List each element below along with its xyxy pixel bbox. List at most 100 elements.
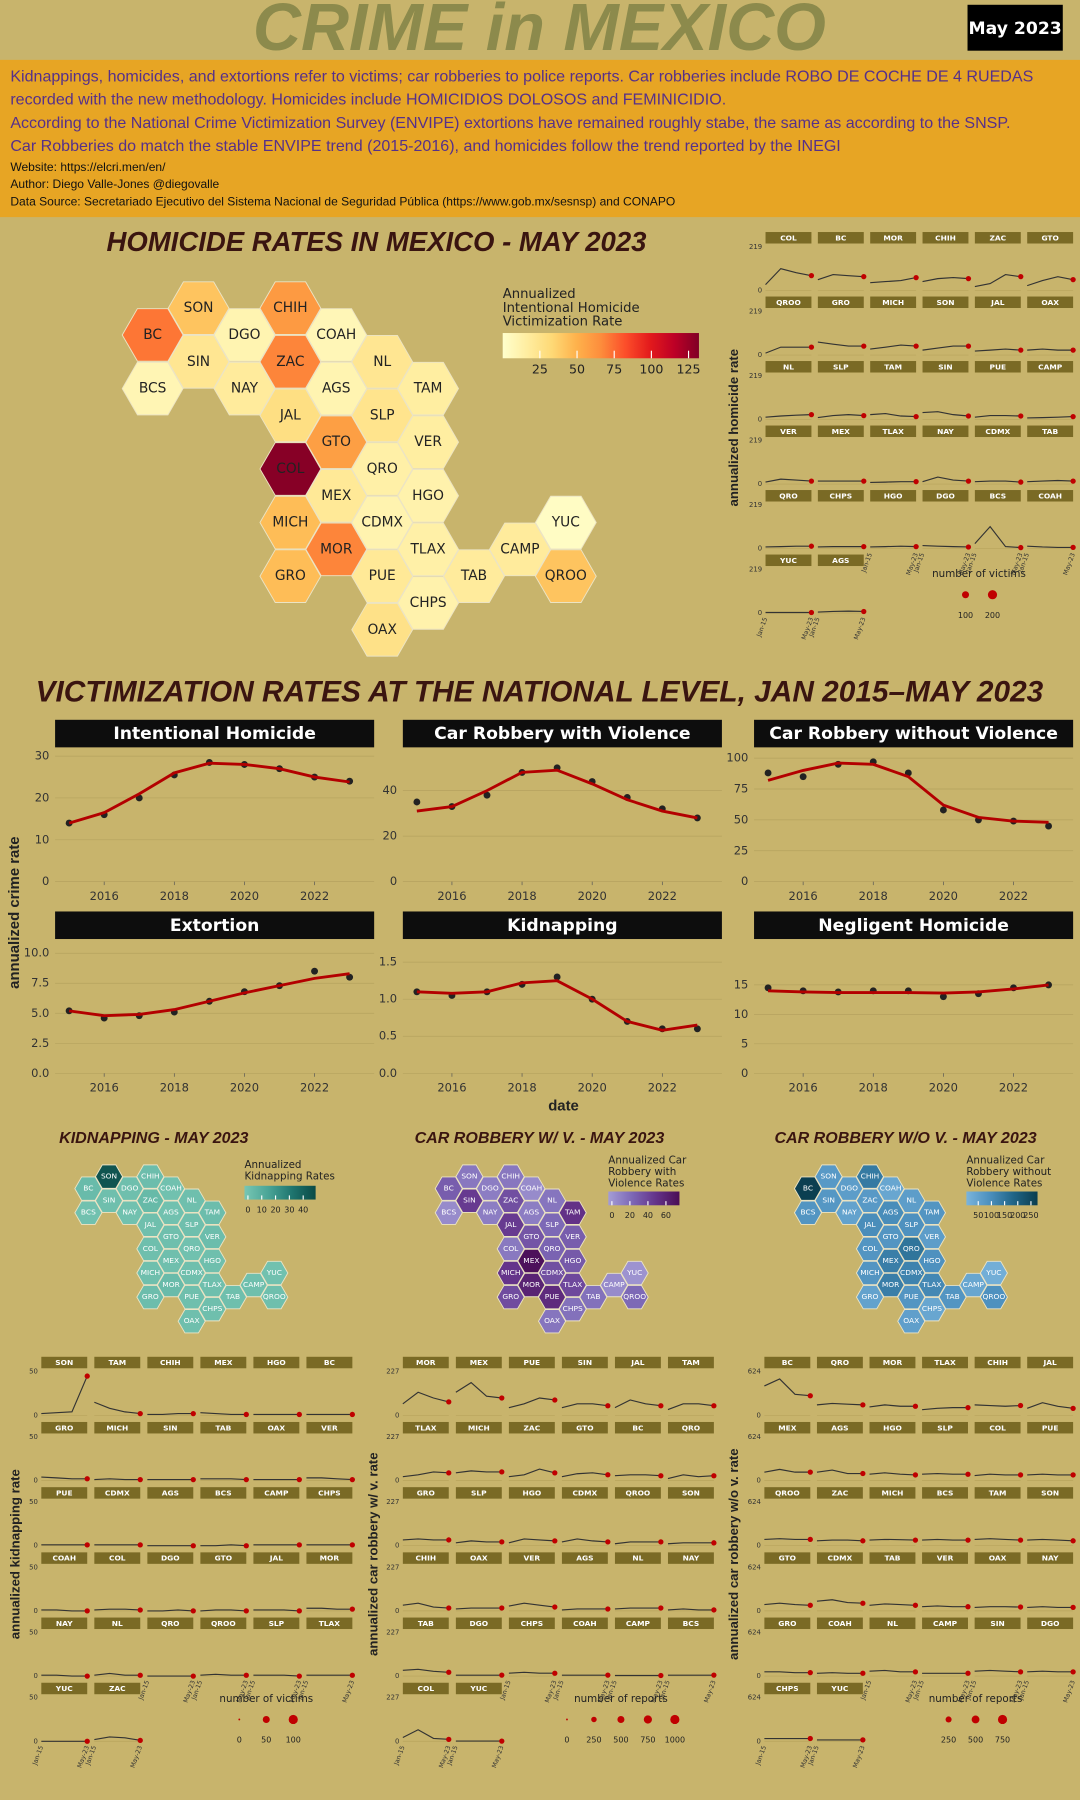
map-title: CAR ROBBERY W/ V. - MAY 2023 <box>415 1129 665 1147</box>
state-hex <box>198 1296 227 1322</box>
y-tick-label: 2.5 <box>31 1036 49 1050</box>
panel-last-point <box>349 1411 355 1418</box>
panel-label: MEX <box>832 427 851 436</box>
panel-label-box <box>402 1617 449 1630</box>
y-tick-label: 50 <box>29 1433 38 1441</box>
state-label: QRO <box>367 461 398 477</box>
panel-line <box>306 1607 353 1610</box>
panel-label-box <box>870 361 917 373</box>
state-hex <box>897 1309 926 1334</box>
panel-label-box <box>200 1552 247 1564</box>
state-hex <box>434 1200 463 1225</box>
state-hex <box>74 1200 103 1225</box>
state-label: TAM <box>204 1208 221 1217</box>
panel-line <box>200 1544 247 1547</box>
size-legend-title: number of reports <box>929 1693 1023 1705</box>
size-legend-label: 100 <box>286 1736 301 1745</box>
state-hex <box>517 1224 546 1250</box>
panel-label-box <box>147 1617 194 1630</box>
panel-label-box <box>94 1552 141 1564</box>
y-tick-label: 219 <box>749 565 762 573</box>
panel-label: SLP <box>269 1619 285 1628</box>
panel-label: VER <box>524 1554 541 1563</box>
panel-last-point <box>808 478 815 484</box>
legend-bar <box>966 1191 1038 1206</box>
state-label: MEX <box>523 1256 539 1265</box>
state-hex <box>793 1200 823 1225</box>
state-hex <box>534 549 597 603</box>
panel-line <box>765 545 812 548</box>
panel-label: SIN <box>938 362 952 371</box>
panel-label: YUC <box>469 1684 487 1693</box>
panel-line <box>1027 1473 1074 1476</box>
y-tick-label: 219 <box>749 501 762 509</box>
panel-label-box <box>41 1682 88 1695</box>
panel-last-point <box>446 1736 452 1742</box>
size-legend-label: 250 <box>941 1736 956 1745</box>
panel-label: CHPS <box>521 1619 544 1628</box>
size-legend-dot <box>617 1715 625 1723</box>
panel-label-box <box>870 296 917 309</box>
y-tick-label: 100 <box>726 751 748 765</box>
panel-line <box>508 1397 555 1409</box>
y-tick-label: 0 <box>758 480 762 488</box>
panel-label: SIN <box>990 1619 1004 1628</box>
panel-label: TAM <box>884 362 902 371</box>
y-tick-label: 0 <box>395 1607 399 1615</box>
panel-label: TLAX <box>934 1358 956 1367</box>
x-tick-label: 2022 <box>300 889 329 903</box>
state-label: GRO <box>862 1292 879 1301</box>
state-label: CDMX <box>541 1268 563 1277</box>
state-label: VER <box>924 1232 939 1241</box>
panel-last-point <box>711 1672 717 1678</box>
state-hex <box>917 1224 947 1250</box>
panel-line <box>508 1468 555 1478</box>
panel-label-box <box>1027 1617 1074 1630</box>
legend-bar <box>244 1185 316 1200</box>
state-hex <box>121 308 184 362</box>
y-tick-label: 0.0 <box>379 1066 397 1080</box>
state-label: QROO <box>983 1292 1006 1301</box>
observed-point <box>553 973 561 981</box>
panel-line <box>1027 1538 1074 1542</box>
panel-last-point <box>605 1606 611 1612</box>
size-legend-dot <box>643 1715 652 1724</box>
state-label: CHIH <box>861 1172 880 1181</box>
panel-last-point <box>658 1473 664 1479</box>
y-tick-label: 0 <box>33 1607 37 1615</box>
state-label: PUE <box>904 1292 919 1301</box>
panel-last-point <box>860 1670 866 1676</box>
state-hex <box>136 1212 165 1237</box>
panel-label-box <box>306 1487 353 1499</box>
state-hex <box>156 1248 186 1274</box>
state-label: ZAC <box>276 354 304 370</box>
panel-label: QROO <box>211 1619 236 1628</box>
panel-title: Kidnapping <box>507 916 618 936</box>
panel-label: JAL <box>269 1554 284 1563</box>
panel-label: YUC <box>779 556 797 565</box>
panel-line <box>667 1403 714 1411</box>
legend-title: Annualized <box>503 287 576 302</box>
panel-label-box <box>561 1356 608 1369</box>
panel-label-box <box>764 1421 811 1434</box>
state-label: DGO <box>841 1184 859 1193</box>
panel-last-point <box>1017 1472 1024 1478</box>
size-legend-label: 250 <box>586 1736 601 1745</box>
panel-last-point <box>137 1477 143 1483</box>
size-legend-label: 500 <box>613 1736 628 1745</box>
state-hex <box>156 1176 186 1201</box>
map-title: CAR ROBBERY W/O V. - MAY 2023 <box>774 1129 1036 1147</box>
state-hex <box>579 1284 608 1310</box>
state-hex <box>94 1164 124 1189</box>
panel-label-box <box>667 1421 714 1434</box>
panel-line <box>94 1608 141 1611</box>
panel-line <box>614 1541 661 1545</box>
panel-label-box <box>455 1552 502 1564</box>
observed-point <box>799 773 807 781</box>
notes-band <box>0 59 1080 218</box>
panel-label-box <box>147 1356 194 1369</box>
state-label: MICH <box>501 1268 520 1277</box>
panel-line <box>614 1607 661 1610</box>
state-label: HGO <box>412 488 444 504</box>
panel-label-box <box>253 1487 300 1499</box>
